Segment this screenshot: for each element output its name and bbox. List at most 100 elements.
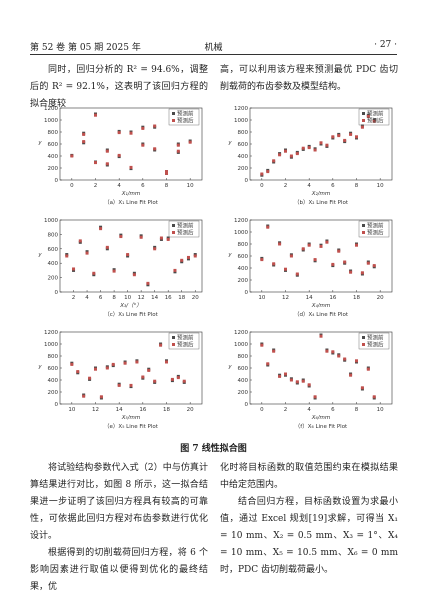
paragraph: 将试验结构参数代入式（2）中与仿真计算结果进行对比，如图 8 所示，这一拟合结果… (30, 463, 208, 541)
x-tick-label: 0 (260, 407, 264, 413)
x-tick-label: 16 (165, 295, 172, 301)
point (153, 379, 157, 383)
point (72, 267, 76, 271)
legend-swatch (362, 336, 365, 339)
point (343, 138, 347, 142)
point (94, 161, 97, 165)
y-tick-label: 1000 (234, 342, 248, 348)
x-tick-label: 10 (258, 295, 265, 301)
point (366, 367, 370, 371)
x-tick-label: 20 (192, 295, 199, 301)
point (337, 134, 341, 138)
legend-swatch (362, 343, 365, 346)
point (325, 349, 329, 353)
point (313, 148, 317, 152)
point (295, 152, 299, 156)
x-axis-label: X₂/mm (311, 191, 331, 197)
paragraph: 结合回归方程，目标函数设置为求最小值，通过 Excel 规划[19]求解，可得当… (220, 497, 398, 575)
y-tick-label: 600 (48, 366, 59, 372)
point (331, 135, 335, 139)
point (349, 270, 353, 274)
x-tick-label: 6 (99, 295, 103, 301)
x-tick-label: 20 (187, 407, 194, 413)
legend-label: 预测后 (177, 341, 194, 349)
x-tick-label: 20 (377, 295, 384, 301)
legend-box (168, 220, 200, 238)
top-left-text: 同时，回归分析的 R² = 94.6%，调整后的 R² = 92.1%，这表明了… (30, 62, 208, 113)
legend-box (168, 108, 200, 126)
legend-label: 预测前 (177, 222, 194, 230)
x-tick-label: 16 (329, 295, 336, 301)
y-tick-label: 200 (48, 390, 59, 396)
paragraph: 化时将目标函数的取值范围约束在模拟结果中给定范围内。 (220, 463, 398, 490)
x-tick-label: 12 (92, 407, 99, 413)
point (117, 383, 121, 387)
y-tick-label: 400 (238, 266, 249, 272)
y-axis-label: y (37, 252, 42, 258)
point (182, 379, 186, 383)
point (70, 154, 74, 158)
y-tick-label: 400 (48, 154, 59, 160)
point (92, 271, 96, 275)
y-tick-label: 200 (48, 276, 59, 282)
point (325, 143, 329, 147)
point (153, 247, 157, 251)
x-tick-label: 12 (138, 295, 145, 301)
legend-label: 预测前 (177, 334, 194, 342)
x-tick-label: 18 (178, 295, 185, 301)
point (173, 268, 177, 272)
y-tick-label: 1000 (234, 230, 248, 236)
point (355, 359, 358, 363)
point (105, 149, 109, 153)
x-tick-label: 16 (139, 407, 146, 413)
point (360, 271, 364, 275)
legend-box (168, 332, 200, 350)
x-tick-label: 2 (284, 407, 288, 413)
point (331, 350, 335, 354)
x-axis-label: X₁/mm (121, 191, 141, 197)
y-tick-label: 0 (245, 290, 249, 296)
x-tick-label: 14 (116, 407, 123, 413)
x-tick-label: 2 (284, 183, 288, 189)
y-tick-label: 600 (48, 142, 59, 148)
point (186, 255, 190, 259)
x-tick-label: 2 (72, 295, 76, 301)
point (372, 119, 376, 123)
x-tick-label: 8 (355, 407, 359, 413)
y-tick-label: 200 (238, 166, 249, 172)
legend-label: 预测前 (367, 222, 384, 230)
legend-swatch (362, 224, 365, 227)
point (289, 254, 293, 258)
point (119, 235, 123, 239)
y-tick-label: 800 (238, 130, 249, 136)
y-tick-label: 800 (238, 242, 249, 248)
point (141, 143, 145, 147)
point (295, 380, 299, 384)
legend-swatch (172, 112, 175, 115)
point (355, 135, 358, 139)
point (166, 237, 170, 241)
y-tick-label: 0 (245, 178, 249, 184)
legend-swatch (362, 119, 365, 122)
y-axis-label: y (227, 252, 232, 258)
point (105, 245, 109, 249)
point (82, 132, 86, 136)
header-center: 机械 (204, 43, 223, 53)
x-tick-label: 6 (141, 183, 145, 189)
point (301, 247, 305, 251)
x-tick-label: 18 (353, 295, 360, 301)
point (331, 262, 335, 266)
y-tick-label: 200 (238, 390, 249, 396)
point (180, 258, 184, 262)
point (126, 253, 130, 257)
point (132, 273, 136, 277)
point (141, 375, 145, 379)
y-axis-label: y (37, 364, 42, 370)
y-tick-label: 1200 (44, 330, 58, 336)
chart-title: （e）X₅ Line Fit Plot (104, 423, 159, 430)
point (349, 132, 353, 136)
legend-swatch (172, 343, 175, 346)
x-tick-label: 8 (112, 295, 116, 301)
legend-swatch (362, 112, 365, 115)
